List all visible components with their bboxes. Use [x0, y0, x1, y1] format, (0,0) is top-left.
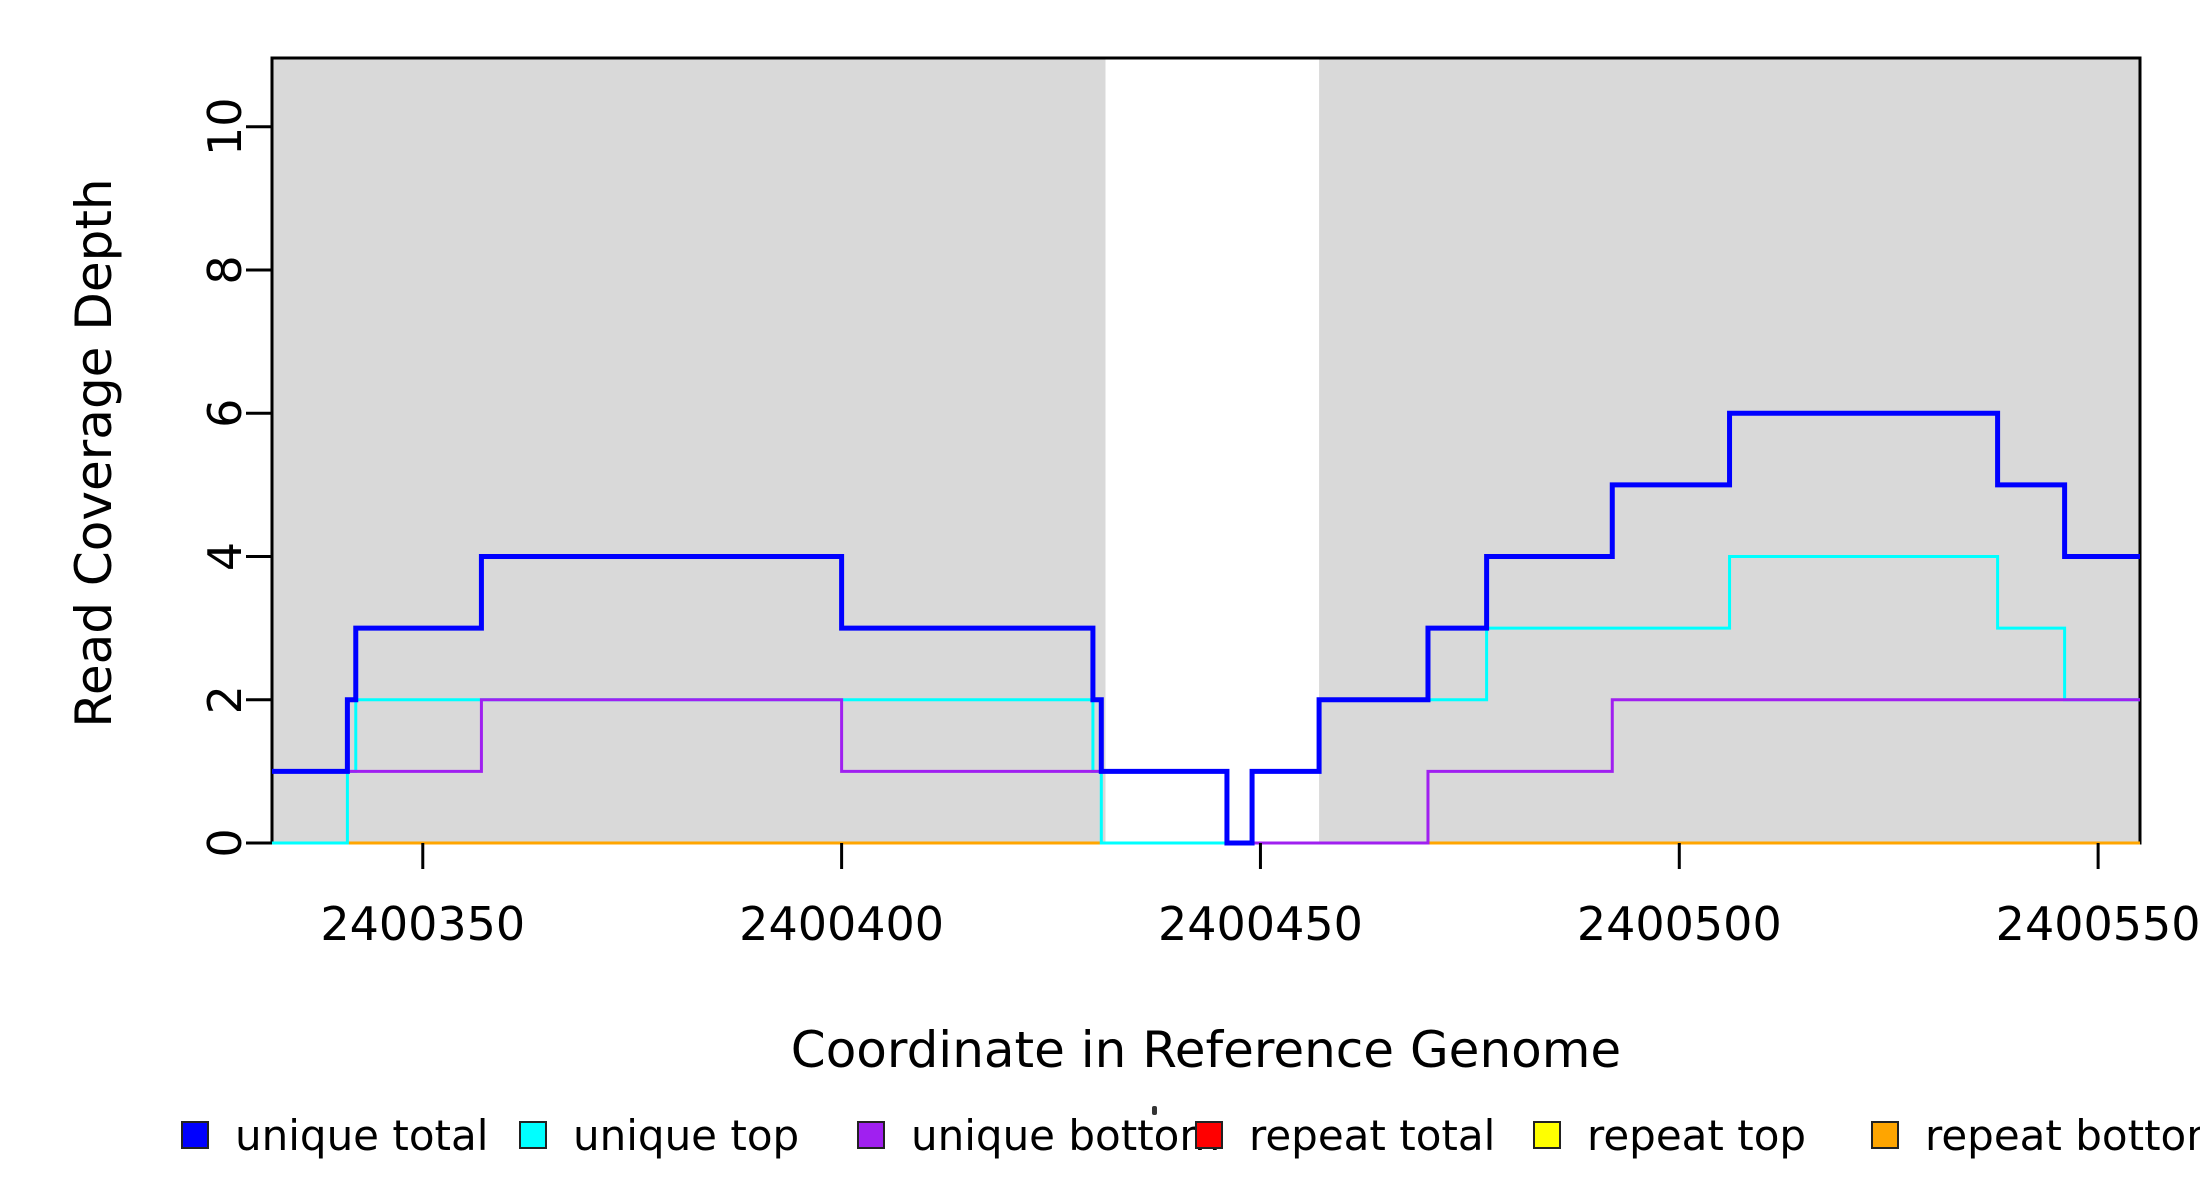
legend-label: repeat total	[1249, 1110, 1496, 1160]
y-tick-label: 8	[198, 255, 252, 284]
repeat-top-swatch-icon	[1533, 1121, 1561, 1149]
legend-item-unique-top: unique top	[519, 1110, 800, 1160]
unique-total-swatch-icon	[181, 1121, 209, 1149]
series-unique-total	[272, 410, 2140, 846]
x-tick-label: 2400350	[320, 897, 525, 951]
x-tick-label: 2400500	[1577, 897, 1782, 951]
y-tick-label: 4	[198, 542, 252, 571]
y-tick-label: 10	[198, 97, 252, 156]
stray-mark	[1152, 1106, 1157, 1115]
legend-item-unique-bottom: unique bottom	[857, 1110, 1221, 1160]
x-tick-label: 2400550	[1996, 897, 2200, 951]
x-tick-label: 2400450	[1158, 897, 1363, 951]
legend-label: unique bottom	[911, 1110, 1221, 1160]
y-axis-title: Read Coverage Depth	[65, 178, 123, 728]
x-axis-title: Coordinate in Reference Genome	[790, 1021, 1622, 1079]
x-tick-label: 2400400	[739, 897, 944, 951]
unique-bottom-swatch-icon	[857, 1121, 885, 1149]
legend-item-repeat-top: repeat top	[1533, 1110, 1807, 1160]
repeat-bottom-swatch-icon	[1871, 1121, 1899, 1149]
y-tick-label: 0	[198, 828, 252, 857]
legend-item-repeat-bottom: repeat bottom	[1871, 1110, 2200, 1160]
legend-label: repeat top	[1587, 1110, 1807, 1160]
legend-item-repeat-total: repeat total	[1195, 1110, 1496, 1160]
shaded-region	[272, 58, 1106, 843]
y-tick-label: 6	[198, 399, 252, 428]
unique-top-swatch-icon	[519, 1121, 547, 1149]
legend-label: unique total	[235, 1110, 489, 1160]
legend-label: unique top	[573, 1110, 800, 1160]
legend-label: repeat bottom	[1925, 1110, 2200, 1160]
repeat-total-swatch-icon	[1195, 1121, 1223, 1149]
legend-item-unique-total: unique total	[181, 1110, 489, 1160]
y-tick-label: 2	[198, 685, 252, 714]
